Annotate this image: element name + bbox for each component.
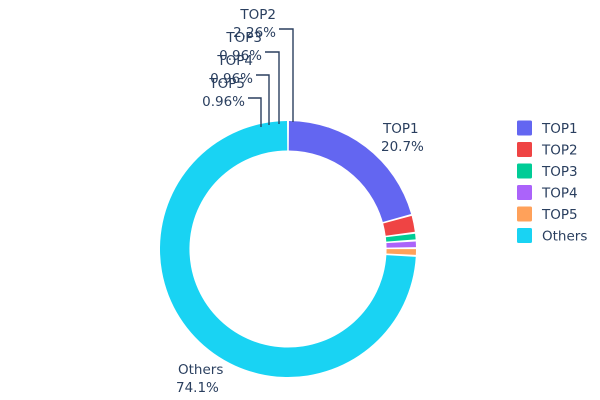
slice-label-top5-pct: 0.96%	[202, 94, 245, 110]
donut-slice-top4[interactable]	[386, 241, 416, 248]
legend-item-top3[interactable]: TOP3	[517, 163, 578, 181]
legend-label-top1: TOP1	[541, 121, 578, 137]
donut-slice-top2[interactable]	[383, 215, 415, 236]
slice-label-top5-name: TOP5	[208, 76, 245, 92]
donut-slice-top1[interactable]	[288, 121, 412, 223]
chart-legend[interactable]: TOP1 TOP2 TOP3 TOP4 TOP5 Others	[517, 120, 587, 245]
slice-label-top2-pct: 2.26%	[233, 25, 276, 41]
legend-swatch-top3	[517, 163, 532, 179]
legend-label-top5: TOP5	[541, 207, 578, 223]
legend-label-top4: TOP4	[541, 186, 578, 202]
slice-annotations: TOP2 2.26% TOP3 0.96% TOP4 0.96% TOP5 0.…	[176, 7, 424, 396]
leader-line-top2	[279, 28, 294, 122]
slice-label-top2-name: TOP2	[239, 7, 276, 23]
legend-swatch-top2	[517, 142, 532, 157]
leader-line-top4	[256, 74, 270, 125]
legend-item-top5[interactable]: TOP5	[517, 206, 578, 224]
legend-item-others[interactable]: Others	[517, 228, 587, 245]
donut-slice-top3[interactable]	[385, 233, 416, 242]
legend-label-top2: TOP2	[541, 143, 578, 159]
donut-slices	[159, 121, 416, 378]
donut-slice-top5[interactable]	[386, 249, 416, 255]
legend-label-others: Others	[542, 229, 587, 245]
slice-label-others-name: Others	[178, 362, 223, 378]
slice-label-top1-pct: 20.7%	[381, 139, 424, 155]
slice-label-top3-pct: 0.96%	[219, 48, 262, 64]
legend-swatch-top1	[517, 120, 532, 136]
leader-lines	[248, 28, 294, 127]
legend-swatch-top4	[517, 185, 532, 200]
legend-item-top2[interactable]: TOP2	[517, 142, 578, 159]
leader-line-top3	[265, 51, 280, 124]
slice-label-top4-pct: 0.96%	[210, 71, 253, 87]
legend-swatch-others	[517, 228, 532, 243]
leader-line-top5	[248, 97, 262, 127]
slice-label-top4-name: TOP4	[216, 53, 253, 69]
legend-swatch-top5	[517, 206, 532, 222]
slice-label-top1-name: TOP1	[382, 121, 419, 137]
slice-label-top3-name: TOP3	[225, 30, 262, 46]
legend-item-top1[interactable]: TOP1	[517, 120, 578, 138]
slice-label-others-pct: 74.1%	[176, 380, 219, 396]
legend-label-top3: TOP3	[541, 164, 578, 180]
legend-item-top4[interactable]: TOP4	[517, 185, 578, 202]
